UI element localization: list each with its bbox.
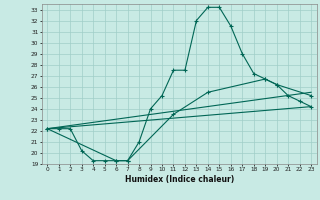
X-axis label: Humidex (Indice chaleur): Humidex (Indice chaleur) xyxy=(124,175,234,184)
